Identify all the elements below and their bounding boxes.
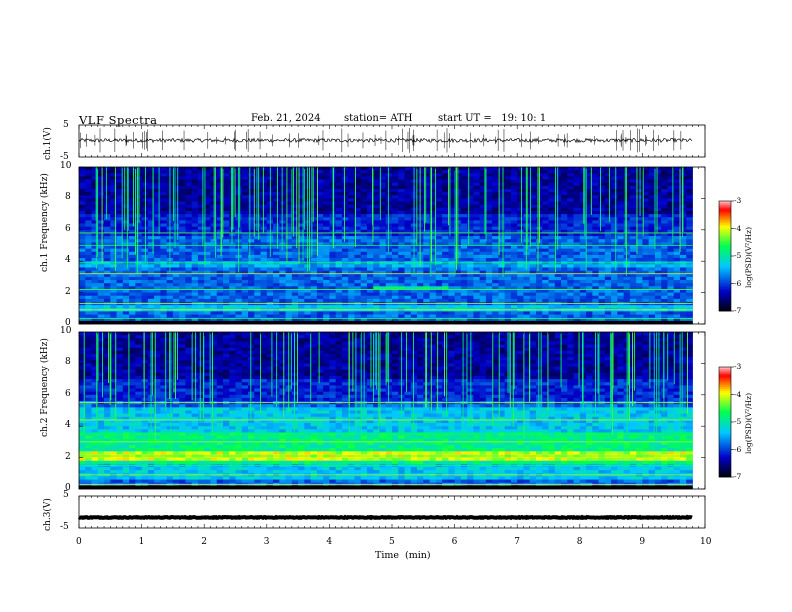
station-label: station= ATH [344,113,413,124]
ch1-spectrogram-ylabel: ch.1 Frequency (kHz) [40,173,50,272]
ytick-label: 10 [60,326,72,336]
ch1-waveform-panel [78,124,706,158]
xtick-label: 2 [201,537,207,547]
ytick-label: 4 [65,420,71,431]
xtick-label: 1 [138,537,145,547]
xtick-label: 8 [576,537,583,547]
colorbar-tick-label: -4 [734,223,742,233]
ytick-label: 10 [60,161,72,171]
ytick-label: 6 [65,223,71,234]
colorbar-tick-label: -3 [734,362,742,371]
colorbar-tick-label: -5 [734,251,742,260]
ch3-waveform-ylabel: ch.3(V) [43,498,53,531]
xtick-label: 3 [263,537,270,547]
colorbar-tick-label: -7 [734,472,742,481]
p4-frame [78,495,706,529]
colorbar-tick-label: -5 [734,417,742,426]
ytick-label: 8 [65,357,71,368]
ch3-ytick-top: 5 [63,490,69,500]
ytick-label: 2 [65,286,71,297]
xtick-label: 0 [76,537,82,547]
ch2-colorbar [718,366,734,478]
ch1-spectrogram-panel [78,166,706,325]
ytick-label: 0 [65,483,71,493]
ch2-colorbar-label: log(PSD)(V²/Hz) [744,392,753,454]
start-time-label: start UT = 19: 10: 1 [438,113,547,124]
ytick-label: 8 [65,192,71,203]
xtick-label: 5 [389,537,395,547]
ch1-waveform-ylabel: ch.1(V) [43,127,53,160]
xtick-label: 10 [700,537,712,547]
colorbar-tick-label: -6 [734,278,742,288]
ch2-spectrogram-panel [78,331,706,490]
xtick-label: 9 [639,537,646,547]
xtick-label: 7 [514,537,520,547]
xtick-label: 4 [326,537,333,547]
ch1-spectrogram-cells [79,167,693,325]
colorbar-tick-label: -3 [734,196,742,205]
colorbar-tick-label: -6 [734,444,742,454]
date-label: Feb. 21, 2024 [251,113,321,124]
ch3-waveform-line [77,514,693,521]
colorbar-tick-label: -4 [734,389,742,399]
ytick-label: 0 [65,318,71,328]
colorbar-tick-label: -7 [734,306,742,315]
ch1-colorbar-label: log(PSD)(V²/Hz) [744,226,753,288]
plot-title: VLF Spectra [79,113,158,127]
ytick-label: 2 [65,451,71,462]
ch1-ytick-bottom: -5 [60,152,69,162]
ch2-spectrogram-ylabel: ch.2 Frequency (kHz) [40,338,50,437]
ch1-waveform-line [78,137,693,144]
xtick-label: 6 [451,537,458,547]
ytick-label: 4 [65,255,71,266]
p1-frame [78,124,706,158]
ch1-colorbar [718,200,734,312]
x-axis-label: Time (min) [375,550,431,561]
ytick-label: 6 [65,388,71,399]
ch3-ytick-bottom: -5 [60,522,69,532]
ch3-waveform-panel [77,495,706,529]
ch1-ytick-top: 5 [63,120,69,130]
